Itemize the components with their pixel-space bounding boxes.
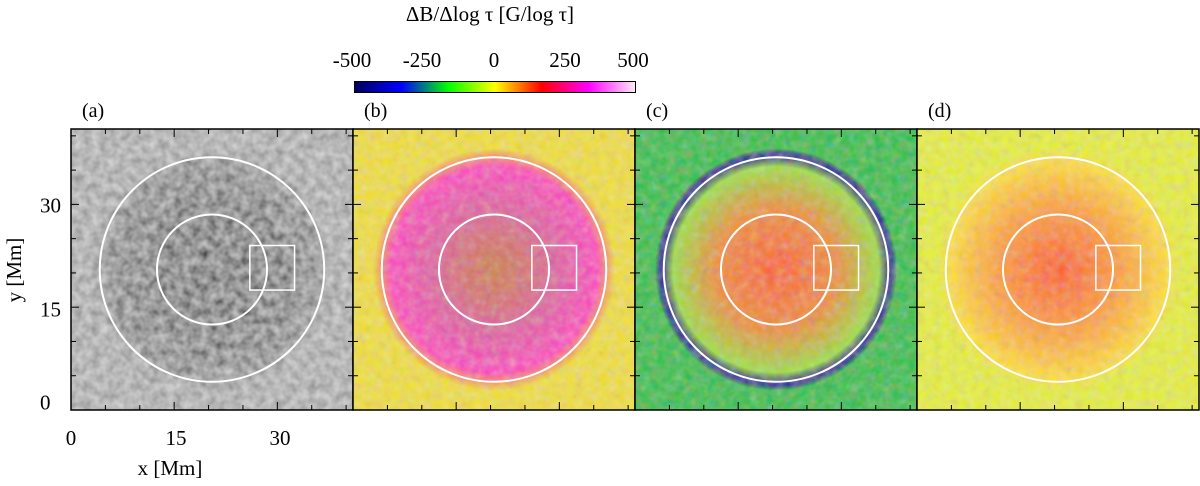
- map-panel-b: [353, 129, 635, 410]
- region-box: [813, 244, 860, 291]
- panel-label-b: (b): [364, 100, 388, 122]
- outer-circle: [98, 156, 326, 383]
- y-tick: 30: [40, 193, 61, 218]
- region-box: [249, 244, 296, 291]
- colorbar-tick: -250: [402, 48, 442, 72]
- region-box: [1095, 244, 1142, 291]
- outer-circle: [380, 156, 608, 383]
- panel-frame: [916, 128, 1200, 411]
- panel-label-d: (d): [928, 100, 952, 122]
- y-tick: 0: [40, 390, 51, 415]
- map-panel-d: [917, 129, 1199, 410]
- colorbar-tick: 500: [617, 48, 649, 72]
- region-box: [531, 244, 578, 291]
- outer-circle: [944, 156, 1172, 383]
- inner-circle: [437, 213, 551, 326]
- inner-circle: [155, 213, 269, 326]
- panel-label-a: (a): [82, 100, 105, 122]
- colorbar-title: ΔB/Δlog τ [G/log τ]: [405, 2, 575, 26]
- outer-circle: [662, 156, 890, 383]
- x-tick: 15: [165, 426, 187, 450]
- colorbar-tick: -500: [332, 48, 372, 72]
- inner-circle: [719, 213, 833, 326]
- panel-label-c: (c): [646, 100, 669, 122]
- map-panel-a: [71, 129, 353, 410]
- map-panel-c: [635, 129, 917, 410]
- y-tick: 15: [40, 297, 61, 322]
- inner-circle: [1001, 213, 1115, 326]
- x-tick: 0: [65, 426, 77, 450]
- colorbar: [354, 81, 636, 93]
- colorbar-tick: 250: [549, 48, 581, 72]
- x-tick: 30: [269, 426, 291, 450]
- y-axis-label: y [Mm]: [1, 237, 26, 303]
- colorbar-tick: 0: [488, 48, 500, 72]
- x-axis-label: x [Mm]: [137, 456, 203, 480]
